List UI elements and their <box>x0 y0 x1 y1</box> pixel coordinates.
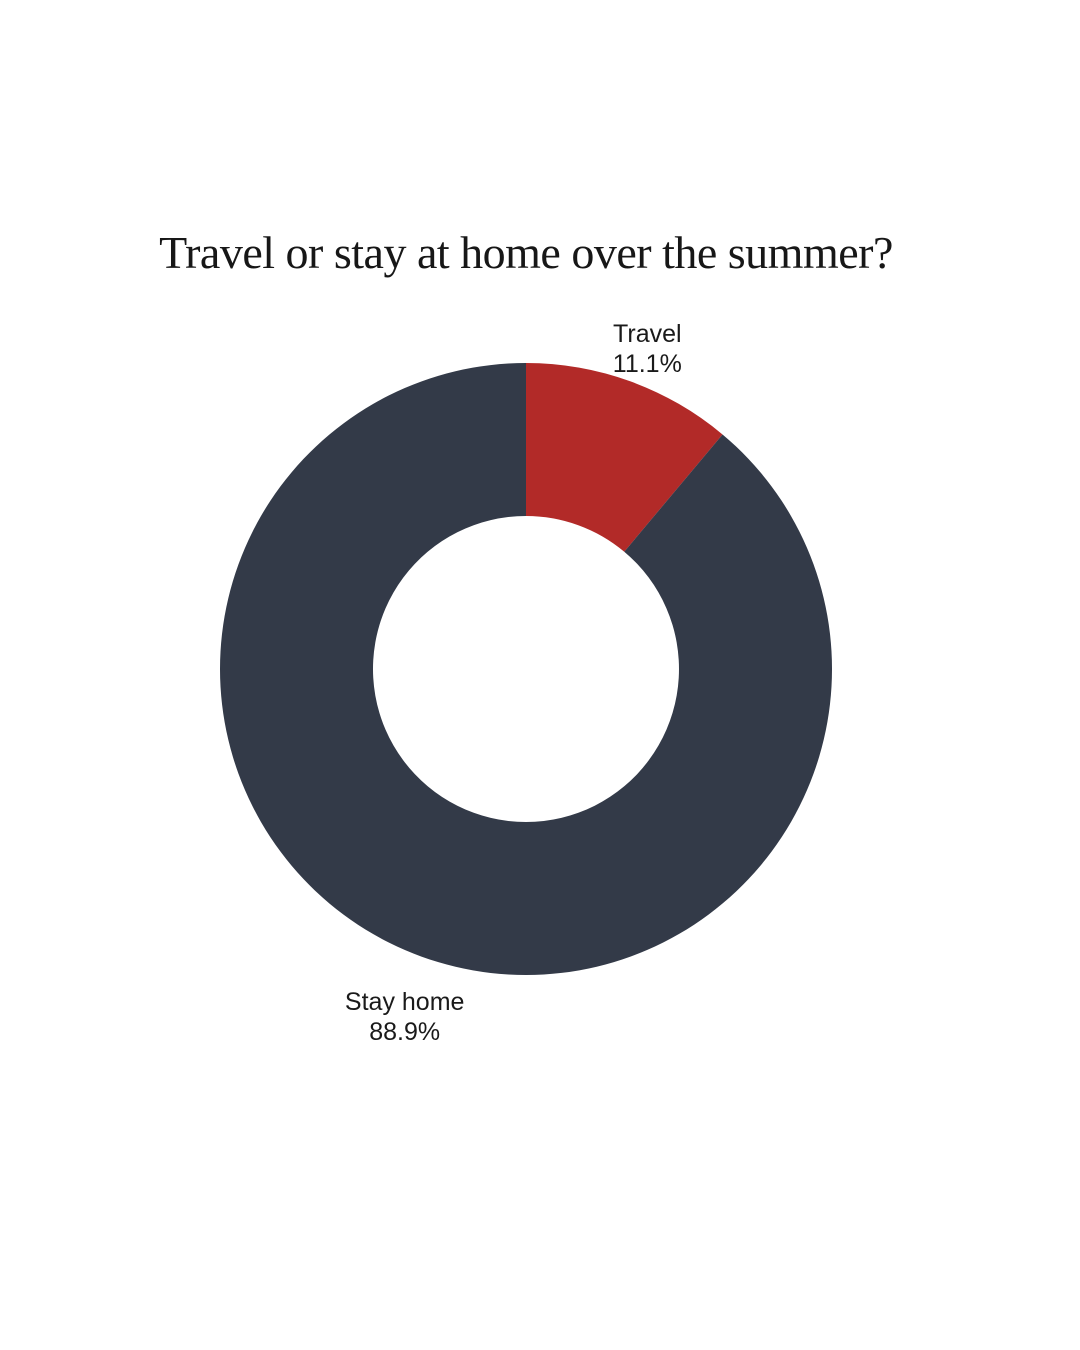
slice-label-stay-home: Stay home 88.9% <box>345 987 465 1047</box>
pie-slice-stay-home <box>220 363 833 975</box>
slice-label-travel: Travel 11.1% <box>613 319 682 379</box>
slice-label-percent: 11.1% <box>612 350 682 379</box>
pie-slice-travel <box>526 363 723 552</box>
slice-label-name: Stay home <box>344 987 465 1016</box>
slice-label-name: Travel <box>613 320 682 349</box>
chart-title: Travel or stay at home over the summer? <box>159 227 893 278</box>
slice-label-percent: 88.9% <box>369 1017 441 1046</box>
